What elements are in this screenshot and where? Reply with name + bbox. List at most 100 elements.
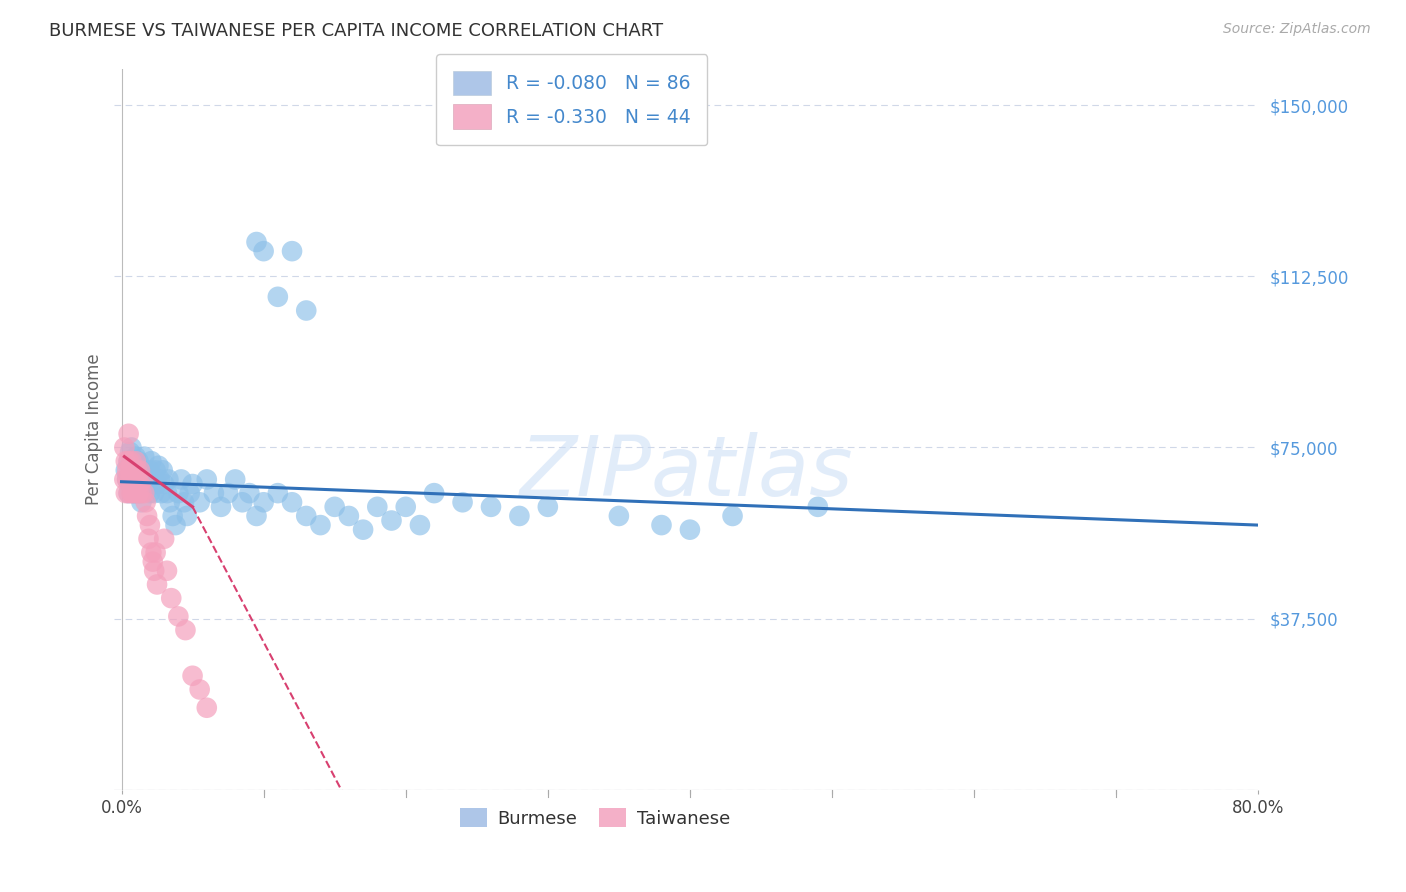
Point: [127, 486, 149, 500]
Point: [125, 486, 148, 500]
Point: [179, 486, 201, 500]
Point: [138, 532, 160, 546]
Point: [132, 472, 155, 486]
Point: [124, 463, 146, 477]
Point: [159, 495, 181, 509]
Point: [112, 472, 135, 486]
Point: [134, 450, 156, 464]
Point: [423, 486, 446, 500]
Point: [139, 518, 162, 533]
Point: [118, 472, 141, 486]
Point: [139, 463, 162, 477]
Point: [112, 441, 135, 455]
Point: [152, 463, 174, 477]
Point: [118, 472, 141, 486]
Point: [167, 609, 190, 624]
Point: [115, 472, 138, 486]
Point: [252, 244, 274, 259]
Point: [337, 508, 360, 523]
Point: [352, 523, 374, 537]
Point: [150, 486, 173, 500]
Point: [117, 486, 139, 500]
Point: [127, 472, 149, 486]
Point: [188, 682, 211, 697]
Point: [295, 303, 318, 318]
Point: [195, 700, 218, 714]
Point: [146, 577, 169, 591]
Point: [238, 486, 260, 500]
Point: [129, 463, 152, 477]
Point: [124, 472, 146, 486]
Point: [160, 591, 183, 606]
Point: [124, 486, 146, 500]
Point: [157, 472, 180, 486]
Point: [267, 486, 290, 500]
Point: [117, 426, 139, 441]
Point: [281, 495, 304, 509]
Point: [129, 463, 152, 477]
Legend: Burmese, Taiwanese: Burmese, Taiwanese: [453, 801, 737, 835]
Point: [136, 482, 159, 496]
Point: [153, 532, 176, 546]
Point: [125, 454, 148, 468]
Point: [165, 518, 187, 533]
Point: [122, 472, 145, 486]
Point: [122, 486, 145, 500]
Point: [281, 244, 304, 259]
Point: [537, 500, 560, 514]
Point: [380, 514, 402, 528]
Point: [131, 495, 153, 509]
Point: [209, 500, 232, 514]
Point: [217, 486, 239, 500]
Point: [136, 508, 159, 523]
Point: [139, 486, 162, 500]
Point: [129, 486, 152, 500]
Point: [224, 472, 246, 486]
Text: Source: ZipAtlas.com: Source: ZipAtlas.com: [1223, 22, 1371, 37]
Point: [118, 463, 141, 477]
Point: [114, 486, 136, 500]
Point: [323, 500, 346, 514]
Point: [115, 463, 138, 477]
Point: [127, 472, 149, 486]
Point: [245, 508, 267, 523]
Point: [135, 495, 157, 509]
Point: [650, 518, 672, 533]
Point: [195, 472, 218, 486]
Point: [125, 463, 148, 477]
Point: [181, 669, 204, 683]
Point: [128, 477, 150, 491]
Point: [115, 472, 138, 486]
Point: [143, 486, 166, 500]
Point: [141, 454, 163, 468]
Y-axis label: Per Capita Income: Per Capita Income: [86, 353, 103, 505]
Point: [145, 463, 167, 477]
Point: [129, 477, 152, 491]
Point: [167, 486, 190, 500]
Point: [121, 454, 143, 468]
Point: [124, 472, 146, 486]
Point: [135, 463, 157, 477]
Point: [721, 508, 744, 523]
Text: ZIPatlas: ZIPatlas: [520, 432, 853, 513]
Point: [267, 290, 290, 304]
Point: [148, 458, 170, 473]
Point: [156, 564, 179, 578]
Point: [128, 486, 150, 500]
Point: [131, 486, 153, 500]
Point: [122, 477, 145, 491]
Point: [176, 508, 198, 523]
Point: [146, 477, 169, 491]
Point: [145, 545, 167, 559]
Point: [149, 472, 172, 486]
Point: [131, 472, 153, 486]
Point: [409, 518, 432, 533]
Point: [143, 564, 166, 578]
Point: [245, 235, 267, 249]
Point: [173, 495, 195, 509]
Point: [366, 500, 388, 514]
Point: [114, 463, 136, 477]
Point: [479, 500, 502, 514]
Point: [679, 523, 702, 537]
Point: [807, 500, 830, 514]
